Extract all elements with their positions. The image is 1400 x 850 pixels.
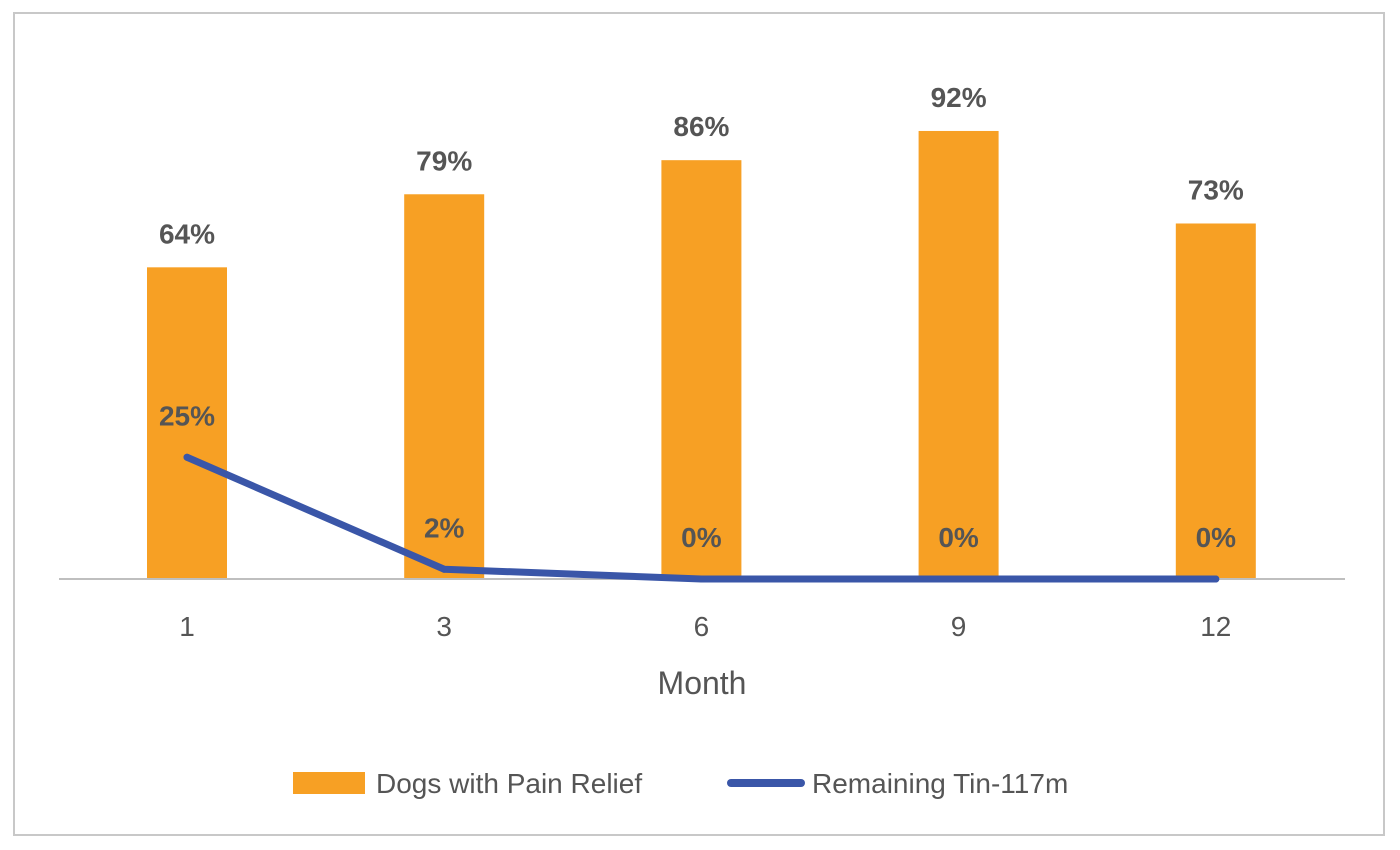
line-point-9 <box>955 575 963 583</box>
line-label-6: 0% <box>681 522 722 553</box>
line-point-3 <box>440 565 448 573</box>
legend-label-bars: Dogs with Pain Relief <box>376 768 642 799</box>
x-tick-label-1: 1 <box>179 611 195 642</box>
bar-label-6: 86% <box>673 111 729 142</box>
combo-chart: 64%79%86%92%73%25%2% 0% 0% 0% 1 3 6 9 12 Month … <box>59 82 1345 799</box>
ticks-layer: 1 3 6 9 12 <box>179 611 1231 642</box>
x-tick-label-6: 6 <box>694 611 710 642</box>
bar-3 <box>404 194 485 579</box>
bar-1 <box>147 267 227 579</box>
line-label-12: 0% <box>1196 522 1237 553</box>
legend-item-bars: Dogs with Pain Relief <box>293 768 642 799</box>
legend-swatch-bars <box>293 772 365 794</box>
legend-label-line: Remaining Tin-117m <box>812 768 1068 799</box>
chart-frame: 64% 79% 86% 92% 73% 25% 2% 0% 0% 0% 1 3 6 9 12 Month … <box>13 12 1385 836</box>
x-tick-label-9: 9 <box>951 611 967 642</box>
line-point-6 <box>697 575 705 583</box>
labels-layer: 64% 79% 86% 92% 73% 25% 2% 0% 0% 0% <box>159 82 1244 553</box>
line-label-3: 2% <box>424 512 465 543</box>
line-layer <box>183 453 1220 583</box>
bar-12 <box>1175 223 1256 580</box>
x-tick-label-12: 12 <box>1200 611 1231 642</box>
bar-label-12: 73% <box>1188 174 1244 205</box>
line-label-9: 0% <box>938 522 979 553</box>
bars-layer <box>147 130 1256 580</box>
line-point-1 <box>183 453 191 461</box>
legend: Dogs with Pain Relief Remaining Tin-117m <box>293 768 1068 799</box>
bar-label-9: 92% <box>931 82 987 113</box>
bar-label-1: 64% <box>159 218 215 249</box>
x-tick-label-3: 3 <box>436 611 452 642</box>
x-axis-title: Month <box>658 665 747 701</box>
legend-item-line: Remaining Tin-117m <box>727 768 1068 799</box>
line-label-1: 25% <box>159 400 215 431</box>
bar-label-3: 79% <box>416 145 472 176</box>
line-point-12 <box>1212 575 1220 583</box>
bar-6 <box>661 160 742 579</box>
bar-9 <box>918 130 999 579</box>
